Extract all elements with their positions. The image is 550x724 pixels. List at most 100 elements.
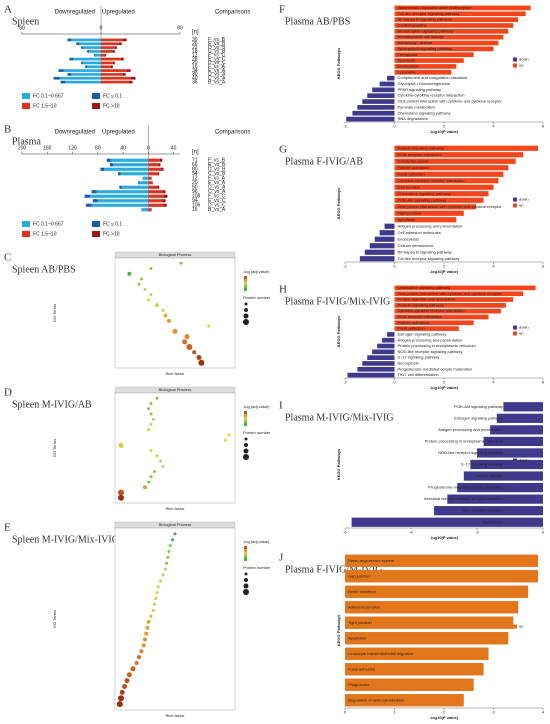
bar <box>463 471 543 481</box>
category-label: Cardiomyopathy <box>398 23 427 28</box>
x-tick-label: 120 <box>68 145 77 151</box>
category-label: Leukocyte transendothelial migration <box>348 651 413 656</box>
category-label: Apoptosis <box>348 635 366 640</box>
bar <box>496 413 543 423</box>
legend-swatch <box>22 231 30 237</box>
size-key <box>243 589 249 595</box>
category-label: Toll-like receptor signaling pathway <box>398 11 460 16</box>
point <box>155 303 159 308</box>
x-axis-label: -log10(P value) <box>430 535 459 540</box>
bar <box>394 17 519 22</box>
panel-title: Plasma AB/PBS <box>285 16 350 27</box>
point <box>167 549 171 553</box>
plot-area <box>114 392 236 504</box>
category-label: Cytokine-cytokine receptor interaction <box>398 308 465 313</box>
category-label: Tight junction <box>398 210 422 215</box>
bar <box>148 181 153 185</box>
category-label: Gap junction <box>398 184 420 189</box>
bar <box>394 171 504 177</box>
bar <box>112 50 115 53</box>
bar <box>434 506 543 516</box>
bar <box>394 308 501 314</box>
bar <box>148 172 158 176</box>
bar <box>120 57 124 61</box>
size-key <box>244 308 248 312</box>
legend-swatch <box>513 331 517 336</box>
bar <box>387 75 395 81</box>
bar <box>364 249 395 255</box>
category-label: Adherens junction <box>348 604 380 609</box>
bar <box>100 167 105 171</box>
legend-label: down <box>519 325 529 330</box>
bar <box>148 199 163 203</box>
legend-label: down <box>519 458 529 463</box>
panel-title: Plasma F-IVIG/Mix-IVIG <box>285 296 390 307</box>
n-label: 66 <box>192 162 198 168</box>
plot-area <box>114 257 236 369</box>
x-axis-label: Rich factor <box>165 371 185 376</box>
bar <box>89 50 101 53</box>
category-label: NF-kappa B signaling pathway <box>398 17 452 22</box>
legend-label: up <box>519 331 524 336</box>
bar <box>503 402 543 412</box>
n-label: 30 <box>192 37 198 43</box>
legend-label: up <box>519 624 524 629</box>
bar <box>121 185 149 189</box>
point <box>161 573 165 577</box>
bar <box>92 199 98 203</box>
x-tick-label: -4 <box>409 530 413 535</box>
category-label: Regulation of actin cytoskeleton <box>348 697 404 702</box>
category-label: Renin secretion <box>348 589 376 594</box>
category-label: E_vs_B <box>208 41 226 47</box>
panel-label: F <box>279 4 285 16</box>
bar <box>382 337 395 343</box>
point <box>155 454 159 458</box>
n-label: 15 <box>192 207 198 213</box>
bar <box>394 23 514 28</box>
header: Biological Process <box>159 522 192 527</box>
category-label: Complement and coagulation cascades <box>398 75 468 80</box>
bar <box>96 190 149 194</box>
category-label: E_vs_A <box>208 180 226 186</box>
legend-swatch <box>513 63 517 68</box>
point <box>149 422 153 426</box>
bar <box>126 69 131 72</box>
bar <box>369 243 395 249</box>
point <box>198 359 205 366</box>
bar <box>345 678 474 691</box>
bar <box>394 178 499 184</box>
bar <box>483 436 543 447</box>
bar <box>91 190 97 194</box>
color-bar <box>244 546 247 549</box>
bar <box>394 210 464 216</box>
category-label: Vasopressin-regulated water reabsorption <box>398 5 472 10</box>
category-label: Protein processing in endoplasmic reticu… <box>398 343 477 348</box>
category-label: Phagosome <box>348 682 370 687</box>
bar <box>379 81 395 87</box>
category-label: Th17 cell differentiation <box>462 508 503 513</box>
bar <box>148 185 158 189</box>
bar <box>394 165 509 171</box>
n-header: [n] <box>192 150 199 156</box>
bar <box>76 42 80 46</box>
y-axis-label: GO Terms <box>52 439 57 457</box>
bar <box>142 208 149 212</box>
x-tick-label: 80 <box>95 145 101 151</box>
x-tick-label: 2 <box>443 710 446 715</box>
category-label: C_vs_A <box>208 189 226 195</box>
point <box>149 449 153 453</box>
x-tick-label: -2 <box>475 530 479 535</box>
bar <box>101 42 119 46</box>
category-label: Relaxin signaling pathway <box>398 302 444 307</box>
legend-label: down <box>519 197 529 202</box>
point <box>143 287 147 291</box>
bar <box>394 58 464 63</box>
bar <box>394 285 536 291</box>
point <box>155 591 159 595</box>
point <box>161 308 165 312</box>
x-tick-label: 6 <box>542 264 545 269</box>
legend-label: up <box>519 203 524 208</box>
bar <box>118 42 122 46</box>
category-label: Cellular senescence <box>398 243 435 248</box>
x-tick-label: 0 <box>542 530 545 535</box>
